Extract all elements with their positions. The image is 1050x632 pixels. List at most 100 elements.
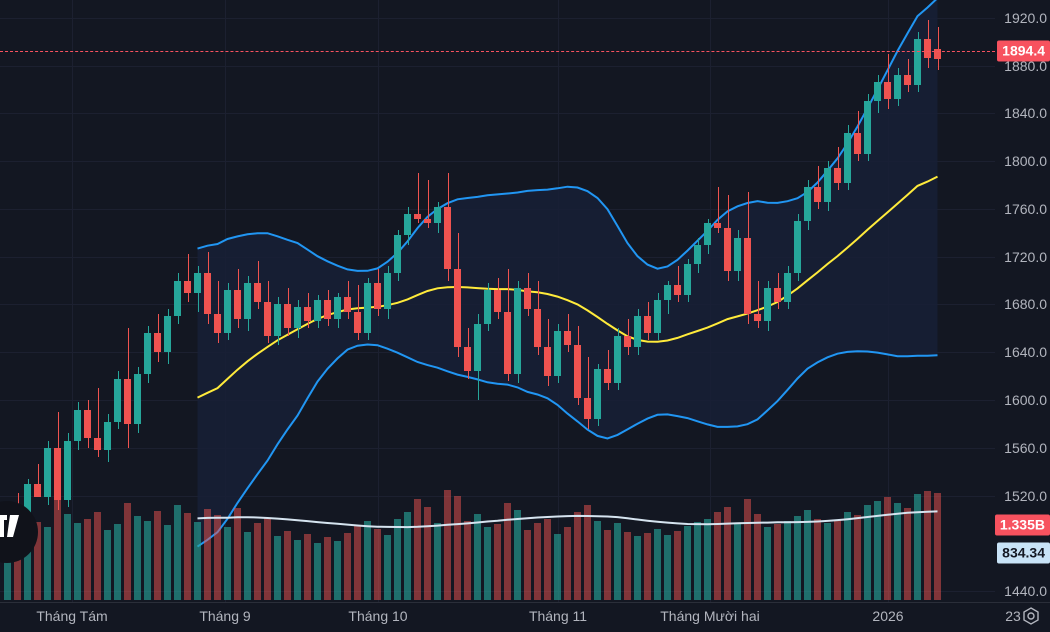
volume-bar xyxy=(124,503,131,600)
volume-value-badge[interactable]: 1.335B xyxy=(994,514,1050,536)
candle-body xyxy=(334,297,341,319)
volume-bar xyxy=(74,523,81,600)
volume-bar xyxy=(584,505,591,600)
candle-body xyxy=(664,285,671,300)
volume-bar xyxy=(394,518,401,600)
volume-bar xyxy=(754,514,761,600)
volume-bar xyxy=(854,515,861,600)
volume-bar xyxy=(774,524,781,600)
bollinger-upper-line xyxy=(197,0,937,272)
volume-bar xyxy=(604,529,611,600)
price-tick-label: 1560.0 xyxy=(1004,439,1047,456)
volume-bar xyxy=(404,512,411,600)
candle-body xyxy=(84,409,91,439)
candle-body xyxy=(784,273,791,303)
candle-body xyxy=(24,483,31,522)
gridline xyxy=(0,447,995,449)
candle-body xyxy=(154,333,161,353)
price-tick-label: 1840.0 xyxy=(1004,105,1047,122)
volume-bar xyxy=(914,494,921,600)
candle-body xyxy=(344,297,351,312)
volume-bar xyxy=(134,516,141,600)
time-axis[interactable]: Tháng Tám Tháng 9 Tháng 10 Tháng 11 Tháng Mư… xyxy=(0,602,1050,630)
volume-bar xyxy=(374,528,381,600)
volume-bar xyxy=(444,490,451,600)
volume-bar xyxy=(564,527,571,600)
candle-body xyxy=(644,316,651,334)
candle-body xyxy=(124,378,131,424)
last-price-badge[interactable]: 1894.4 xyxy=(997,40,1050,62)
volume-bar xyxy=(114,524,121,600)
volume-bar xyxy=(574,512,581,600)
time-tick-label: 23 xyxy=(1005,608,1021,624)
volume-bar xyxy=(814,518,821,600)
candle-wick xyxy=(887,53,889,109)
candle-wick xyxy=(417,173,419,224)
volume-bar xyxy=(664,535,671,600)
volume-bar xyxy=(54,498,61,600)
candle-body xyxy=(904,75,911,85)
price-axis[interactable]: 1920.0 1880.0 1840.0 1800.0 1760.0 1720.0 1680… xyxy=(994,0,1050,603)
candle-body xyxy=(934,48,941,59)
volume-bar xyxy=(234,507,241,600)
bollinger-band-fill xyxy=(197,0,938,547)
price-tick-label: 1880.0 xyxy=(1004,57,1047,74)
volume-bar xyxy=(844,512,851,600)
hexagon-target-icon[interactable] xyxy=(1020,605,1042,627)
candle-wick xyxy=(187,254,189,303)
time-tick-label: Tháng 10 xyxy=(348,608,408,624)
volume-bar xyxy=(344,532,351,600)
price-tick-label: 1520.0 xyxy=(1004,487,1047,504)
candle-body xyxy=(704,223,711,245)
candle-body xyxy=(174,280,181,317)
volume-bar xyxy=(434,523,441,600)
volume-bar xyxy=(804,509,811,600)
candle-body xyxy=(774,287,781,303)
candle-body xyxy=(814,187,821,202)
volume-bar xyxy=(294,539,301,600)
volume-bar xyxy=(44,527,51,600)
volume-bar xyxy=(864,505,871,600)
candle-body xyxy=(194,273,201,293)
time-tick-label: Tháng 11 xyxy=(528,608,588,624)
candle-body xyxy=(924,39,931,59)
candle-body xyxy=(474,323,481,372)
gridline xyxy=(72,0,73,603)
candle-body xyxy=(284,304,291,329)
volume-bar xyxy=(894,503,901,600)
time-tick-label: Tháng 9 xyxy=(199,608,251,624)
price-tick-label: 1640.0 xyxy=(1004,344,1047,361)
volume-bar xyxy=(474,514,481,600)
candle-body xyxy=(164,316,171,353)
volume-bar xyxy=(654,528,661,600)
candle-body xyxy=(884,82,891,100)
volume-bar xyxy=(614,523,621,600)
candle-body xyxy=(534,309,541,348)
gridline xyxy=(0,65,995,67)
candle-body xyxy=(374,282,381,310)
price-tick-label: 1800.0 xyxy=(1004,153,1047,170)
candle-body xyxy=(564,330,571,346)
volume-bar xyxy=(204,508,211,600)
volume-bar xyxy=(514,509,521,600)
candle-body xyxy=(94,438,101,451)
candle-body xyxy=(714,223,721,229)
volume-bar xyxy=(14,547,21,600)
volume-bar xyxy=(194,521,201,600)
candle-body xyxy=(214,314,221,334)
candle-body xyxy=(574,345,581,398)
price-pane[interactable] xyxy=(0,0,995,603)
volume-ma-badge[interactable]: 834.34 xyxy=(997,542,1050,564)
gridline xyxy=(0,113,995,115)
candle-body xyxy=(74,409,81,441)
volume-bar xyxy=(354,525,361,600)
candle-body xyxy=(754,314,761,322)
volume-bar xyxy=(794,516,801,600)
volume-bar xyxy=(364,520,371,600)
volume-bar xyxy=(314,542,321,600)
candle-wick xyxy=(97,388,99,458)
volume-bar xyxy=(184,513,191,600)
time-tick-label: Tháng Tám xyxy=(36,608,108,624)
candle-body xyxy=(874,82,881,102)
